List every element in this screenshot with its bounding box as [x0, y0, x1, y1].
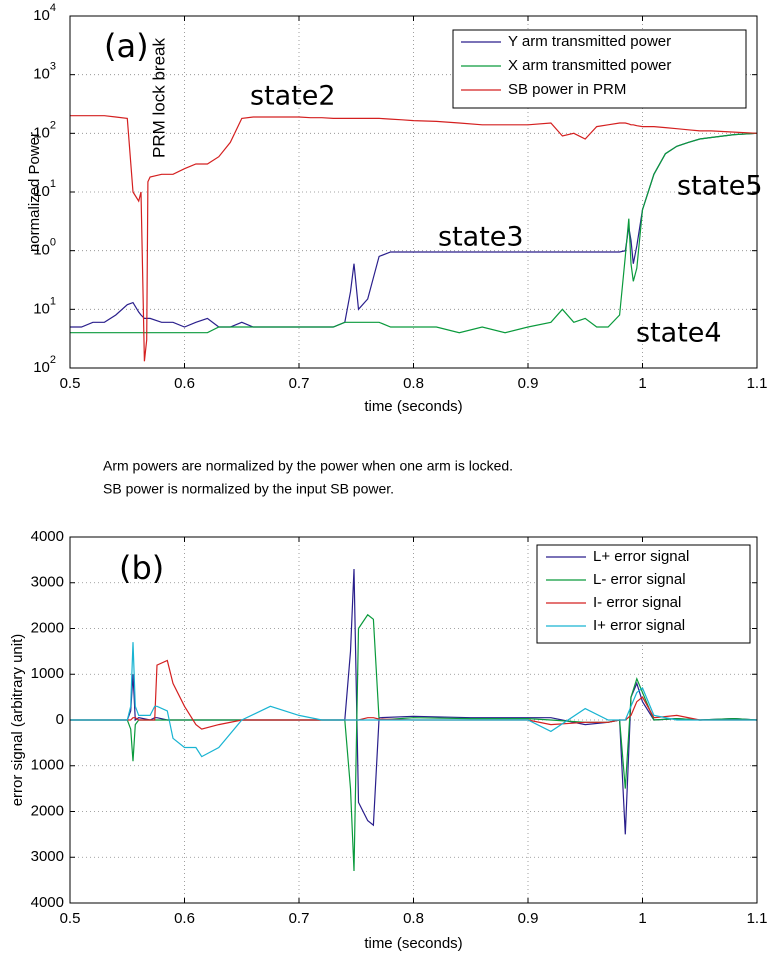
- x-tick-label: 0.9: [518, 910, 539, 927]
- x-tick-label: 0.7: [289, 375, 310, 392]
- tick-base: 10: [33, 124, 50, 141]
- x-tick-label: 0.8: [403, 375, 424, 392]
- tick-exponent: 0: [50, 237, 56, 249]
- tick-exponent: 2: [50, 119, 56, 131]
- y-tick-label: 100: [33, 237, 56, 259]
- plot-frame: [69, 536, 758, 904]
- tick-base: 10: [33, 66, 50, 83]
- y-tick-label: 1000: [31, 757, 64, 774]
- note: Arm powers are normalized by the power w…: [103, 458, 513, 474]
- y-tick-label: 3000: [31, 574, 64, 591]
- x-tick-label: 1: [638, 375, 646, 392]
- x-tick-label: 0.5: [60, 375, 81, 392]
- y-tick-label: 101: [33, 295, 56, 317]
- plot-frame: [69, 15, 758, 369]
- y-axis-label: error signal (arbitrary unit): [9, 634, 26, 807]
- x-axis-label: time (seconds): [364, 935, 462, 952]
- y-tick-label: 4000: [31, 528, 64, 545]
- x-tick-label: 0.7: [289, 910, 310, 927]
- tick-exponent: 2: [50, 354, 56, 366]
- annotation: state2: [250, 81, 336, 112]
- tick-base: 10: [33, 359, 50, 376]
- tick-base: 10: [33, 183, 50, 200]
- annotation: state3: [438, 222, 524, 253]
- y-tick-label: 101: [33, 178, 56, 200]
- y-tick-label: 104: [33, 2, 56, 24]
- legend-box: [452, 29, 747, 109]
- x-tick-label: 0.6: [174, 910, 195, 927]
- tick-base: 10: [33, 7, 50, 24]
- y-tick-label: 1000: [31, 665, 64, 682]
- x-tick-label: 1.1: [747, 910, 768, 927]
- annotation: (b): [119, 549, 164, 587]
- tick-exponent: 1: [50, 178, 56, 190]
- y-tick-label: 2000: [31, 802, 64, 819]
- x-tick-label: 0.6: [174, 375, 195, 392]
- legend-label: I- error signal: [593, 594, 681, 611]
- legend-label: SB power in PRM: [508, 81, 626, 98]
- series-line: [70, 132, 757, 328]
- y-axis-label: normalized Power: [26, 132, 43, 252]
- y-tick-label: 102: [33, 119, 56, 141]
- x-tick-label: 0.8: [403, 910, 424, 927]
- legend-label: Y arm transmitted power: [508, 33, 671, 50]
- tick-base: 10: [33, 242, 50, 259]
- x-axis-label: time (seconds): [364, 398, 462, 415]
- tick-exponent: 1: [50, 295, 56, 307]
- legend-label: X arm transmitted power: [508, 57, 671, 74]
- annotation: state5: [677, 171, 763, 202]
- annotation: (a): [104, 27, 149, 65]
- tick-base: 10: [33, 300, 50, 317]
- annotation: PRM lock break: [149, 38, 168, 158]
- y-tick-label: 3000: [31, 848, 64, 865]
- annotation: state4: [636, 318, 722, 349]
- note: SB power is normalized by the input SB p…: [103, 481, 394, 497]
- y-tick-label: 0: [56, 711, 64, 728]
- legend-label: I+ error signal: [593, 617, 685, 634]
- x-tick-label: 1.1: [747, 375, 768, 392]
- x-tick-label: 0.5: [60, 910, 81, 927]
- legend-label: L- error signal: [593, 571, 686, 588]
- series-line: [70, 642, 757, 758]
- legend-box: [536, 544, 751, 644]
- tick-exponent: 3: [50, 61, 56, 73]
- legend-label: L+ error signal: [593, 548, 689, 565]
- y-tick-label: 2000: [31, 619, 64, 636]
- tick-exponent: 4: [50, 2, 56, 14]
- x-tick-label: 0.9: [518, 375, 539, 392]
- series-line: [70, 115, 757, 362]
- y-tick-label: 103: [33, 61, 56, 83]
- y-tick-label: 102: [33, 354, 56, 376]
- y-tick-label: 4000: [31, 894, 64, 911]
- x-tick-label: 1: [638, 910, 646, 927]
